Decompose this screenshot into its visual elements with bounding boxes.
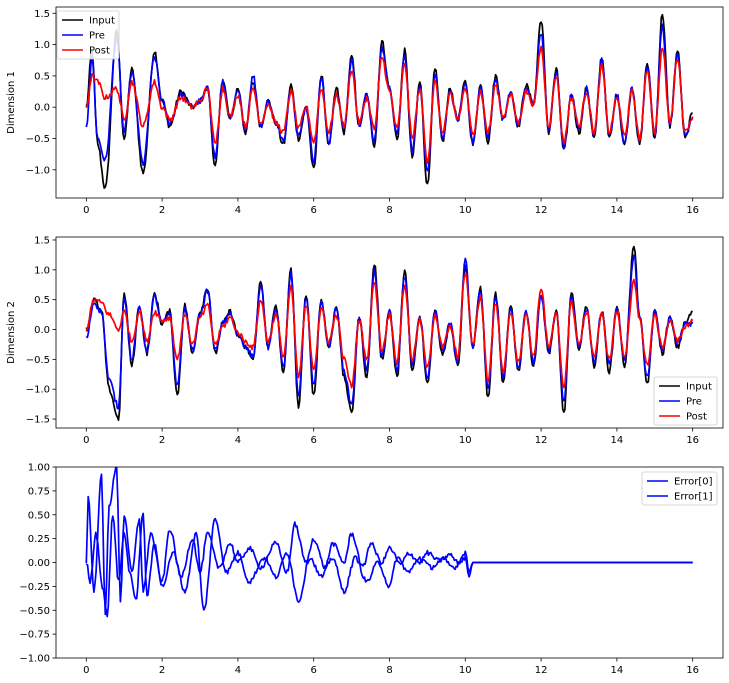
x-tick-label: 6 [311,665,317,676]
y-tick-label: 0.25 [28,534,50,545]
legend: Error[0] Error[1] [641,471,718,506]
x-tick-label: 4 [235,205,241,216]
y-tick-label: 0.0 [34,103,50,114]
x-tick-label: 8 [386,435,392,446]
y-tick-label: −0.50 [19,606,50,617]
x-tick-label: 10 [459,665,472,676]
y-tick-label: −0.75 [19,630,50,641]
x-tick-label: 2 [159,205,165,216]
x-tick-label: 8 [386,205,392,216]
x-tick-label: 14 [611,435,624,446]
y-tick-label: 1.0 [34,265,50,276]
legend-label: Input [89,16,115,27]
x-tick-label: 14 [611,205,624,216]
y-tick-label: 0.50 [28,510,50,521]
x-tick-label: 12 [535,665,548,676]
series-line-input [85,245,693,422]
axes-frame [55,6,724,199]
legend-label: Post [686,412,707,423]
y-tick-label: −1.0 [26,165,50,176]
x-tick-label: 8 [386,665,392,676]
legend: Input Pre Post [653,376,718,426]
x-tick-label: 0 [83,435,89,446]
x-tick-label: 16 [686,205,699,216]
x-tick-label: 12 [535,205,548,216]
plot-panel-dimension-1: 0 2 4 6 8 10 12 14 16 −1.0 −0.5 0.0 0.5 1.0 1.5 Dimensi… [6,6,724,216]
legend-box [56,10,120,60]
legend-label: Post [89,46,110,57]
series-line-pre [85,254,694,410]
y-tick-label: 0.5 [34,71,50,82]
y-tick-label: 1.5 [34,9,50,20]
series-line-error-0 [85,467,693,616]
y-axis-label: Dimension 2 [6,301,17,364]
legend: Input Pre Post [56,10,120,60]
y-tick-label: 0.5 [34,295,50,306]
x-tick-label: 4 [235,435,241,446]
y-axis-label: Dimension 1 [6,71,17,134]
y-tick-label: −0.25 [19,582,50,593]
y-tick-label: 1.0 [34,40,50,51]
x-tick-label: 10 [459,205,472,216]
y-tick-label: 0.00 [28,558,50,569]
x-tick-label: 0 [83,665,89,676]
x-tick-label: 0 [83,205,89,216]
series-line-post [85,273,694,389]
y-tick-label: −0.5 [26,134,50,145]
series-line-error-1 [85,512,693,618]
y-tick-label: 0.0 [34,325,50,336]
y-tick-label: 1.5 [34,235,50,246]
y-tick-label: 1.00 [28,463,50,474]
legend-box [653,376,718,426]
plot-panel-error: 0 2 4 6 8 10 12 14 16 −1.00 −0.75 −0.50 −0.25 0.00 0.2… [19,463,724,676]
legend-label: Input [686,382,712,393]
x-tick-label: 6 [311,435,317,446]
x-tick-label: 14 [611,665,624,676]
series-lines [85,467,693,618]
x-tick-label: 4 [235,665,241,676]
y-tick-label: 0.75 [28,486,50,497]
x-tick-label: 6 [311,205,317,216]
legend-label: Pre [89,31,105,42]
y-tick-label: −1.00 [19,654,50,665]
series-line-pre [85,23,694,172]
plot-panel-dimension-2: 0 2 4 6 8 10 12 14 16 −1.5 −1.0 −0.5 0.0 0.5 1.0 1.5 Dim… [6,235,724,446]
x-tick-label: 10 [459,435,472,446]
x-tick-label: 16 [686,435,699,446]
y-tick-label: −1.0 [26,385,50,396]
x-tick-label: 2 [159,665,165,676]
series-lines [85,13,694,189]
y-tick-label: −1.5 [26,415,50,426]
legend-label: Error[0] [674,477,713,488]
series-line-post [85,45,694,165]
x-tick-label: 2 [159,435,165,446]
axes-frame [55,236,724,429]
x-tick-label: 12 [535,435,548,446]
legend-label: Error[1] [674,492,713,503]
series-lines [85,245,694,422]
x-tick-label: 16 [686,665,699,676]
legend-label: Pre [686,397,702,408]
y-tick-label: −0.5 [26,355,50,366]
